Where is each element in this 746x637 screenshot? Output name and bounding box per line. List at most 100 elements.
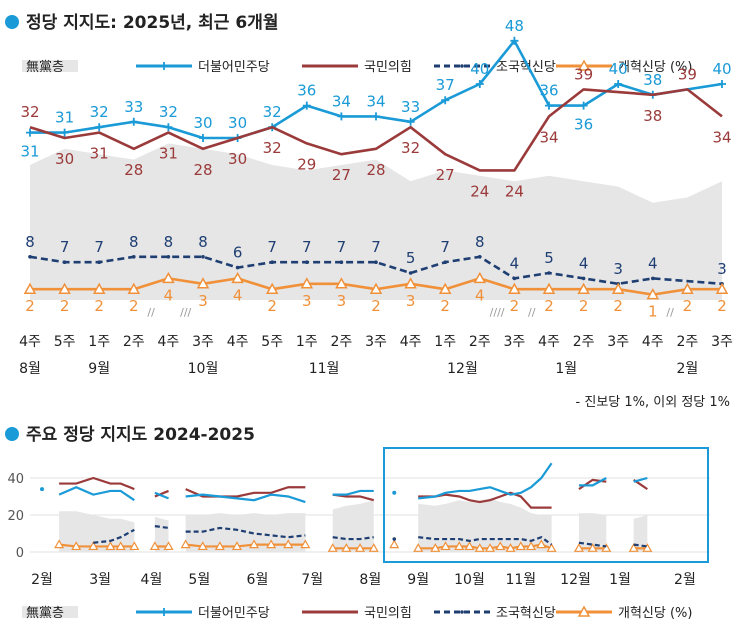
x-tick-month: 2월 [31, 572, 53, 588]
data-label-ref: 3 [302, 292, 312, 310]
point-rk [408, 271, 413, 275]
data-label-ppp: 31 [159, 145, 178, 163]
point-ref [515, 541, 526, 551]
data-label-rk: 3 [717, 260, 727, 278]
independent-area [30, 143, 722, 300]
data-label-rk: 7 [267, 238, 277, 256]
point-ref [180, 539, 191, 549]
point-ref [404, 277, 417, 289]
series-line-dp [332, 489, 374, 496]
data-label-rk: 7 [337, 238, 347, 256]
data-label-dp: 36 [574, 116, 593, 134]
data-label-rk: 7 [60, 238, 70, 256]
data-label-ppp: 31 [90, 145, 109, 163]
data-label-dp: 34 [332, 92, 351, 110]
point-ref [440, 541, 451, 551]
gap-marker: // [528, 306, 536, 319]
point-ref [577, 282, 590, 294]
gap-marker: //// [490, 306, 505, 319]
point-dp [40, 487, 44, 492]
data-label-ppp: 28 [193, 161, 212, 179]
point-rk [374, 260, 378, 265]
point-ref [162, 271, 175, 284]
point-ref [536, 539, 547, 549]
data-label-rk: 5 [544, 249, 554, 267]
point-dp [441, 96, 450, 105]
x-tick-week: 1주 [296, 334, 318, 350]
legend-swatch-independent [22, 60, 78, 72]
data-label-dp: 31 [55, 109, 74, 127]
point-ref [327, 543, 338, 552]
x-tick-week: 4주 [400, 334, 422, 350]
series-line-rk [185, 526, 306, 539]
x-tick-month: 8월 [19, 361, 41, 377]
title-bullet-icon [5, 427, 19, 441]
point-dp [199, 134, 207, 142]
point-ref [464, 541, 475, 551]
x-tick-month: 6월 [247, 572, 269, 588]
data-label-dp: 32 [90, 103, 109, 121]
series-line-rk [332, 536, 374, 541]
data-label-ref: 2 [129, 297, 139, 315]
point-rk [28, 254, 32, 259]
point-ref [249, 539, 260, 549]
series-line-ppp [185, 486, 306, 498]
point-ref [642, 543, 653, 552]
chart-title: 정당 지지도: 2025년, 최근 6개월 [26, 13, 278, 33]
data-label-rk: 8 [25, 233, 35, 251]
point-ref [355, 543, 366, 552]
x-tick-month: 10월 [188, 361, 219, 377]
x-tick-month: 4월 [141, 572, 163, 588]
data-label-dp: 40 [470, 60, 489, 78]
data-label-rk: 3 [613, 260, 623, 278]
series-line-dp [154, 491, 169, 500]
x-tick-week: 2주 [677, 334, 699, 350]
point-ref [389, 539, 400, 549]
legend-marker-rk [460, 610, 464, 614]
legend-swatch-independent [22, 606, 78, 618]
point-ref [715, 282, 729, 294]
data-label-dp: 40 [712, 60, 731, 78]
x-tick-week: 1주 [434, 334, 456, 350]
point-dp [95, 123, 104, 132]
point-dp [579, 101, 588, 110]
data-label-dp: 34 [366, 92, 385, 110]
x-tick-month: 1월 [555, 361, 577, 377]
legend-label-ref: 개혁신당 (%) [618, 60, 692, 75]
point-ref [23, 282, 37, 294]
data-label-ref: 2 [683, 297, 693, 315]
series-line-dp [30, 39, 723, 140]
series-line-rk [578, 541, 607, 548]
point-rk [339, 260, 344, 265]
x-tick-week: 4주 [158, 334, 180, 350]
data-label-ref: 2 [60, 297, 70, 315]
point-rk [651, 276, 655, 281]
data-label-ppp: 30 [228, 150, 247, 168]
legend-item-independent: 無黨층 [22, 60, 78, 75]
data-label-ppp: 24 [470, 182, 489, 200]
data-label-ppp: 32 [263, 139, 282, 157]
x-tick-week: 4주 [227, 334, 249, 350]
data-label-ref: 3 [198, 292, 208, 310]
x-tick-week: 1주 [88, 334, 110, 350]
point-ref [214, 541, 225, 551]
data-label-dp: 33 [401, 98, 420, 116]
legend-label-rk: 조국혁신당 [496, 606, 556, 621]
x-tick-week: 4주 [538, 334, 560, 350]
point-ref [505, 543, 516, 552]
data-label-dp: 36 [297, 82, 316, 100]
data-label-dp: 30 [228, 114, 247, 132]
x-tick-week: 3주 [607, 334, 629, 350]
x-tick-month: 10월 [454, 572, 485, 588]
data-label-ref: 2 [371, 297, 381, 315]
point-ref [646, 288, 660, 300]
point-rk [581, 276, 586, 281]
point-dp [406, 117, 415, 126]
data-label-rk: 6 [233, 244, 243, 262]
legend-item-dp: 더불어민주당 [136, 60, 270, 75]
data-label-ppp: 27 [332, 166, 351, 184]
point-ref [341, 543, 352, 552]
y-tick: 40 [7, 472, 24, 487]
series-line-rk [154, 525, 169, 530]
data-label-ppp: 38 [643, 107, 662, 125]
